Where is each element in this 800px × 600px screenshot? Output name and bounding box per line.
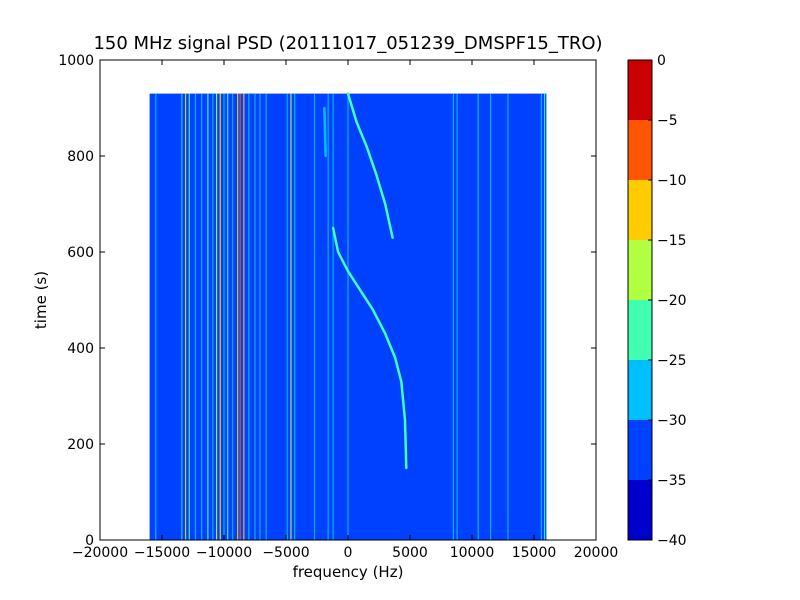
x-tick-label: −10000 <box>196 545 252 561</box>
spectral-line-16 <box>248 93 250 540</box>
x-tick-label: 5000 <box>392 545 428 561</box>
spectral-line-6 <box>207 93 209 540</box>
x-axis-label: frequency (Hz) <box>293 563 404 581</box>
spectral-line-28 <box>456 93 458 540</box>
y-tick-label: 800 <box>67 149 94 165</box>
spectral-line-33 <box>543 93 546 540</box>
spectral-line-17 <box>254 93 256 540</box>
colorbar-tick-label: 0 <box>657 53 666 69</box>
spectral-line-8 <box>215 93 218 540</box>
colorbar-tick-label: −40 <box>657 533 687 549</box>
colorbar-tick-label: −5 <box>657 113 678 129</box>
spectral-line-5 <box>201 93 203 540</box>
x-tick-label: 10000 <box>450 545 495 561</box>
colorbar-tick-label: −20 <box>657 293 687 309</box>
x-tick-label: 15000 <box>512 545 557 561</box>
spectral-line-9 <box>219 93 221 540</box>
spectral-line-15 <box>243 93 245 540</box>
colorbar-tick-label: −35 <box>657 473 687 489</box>
spectral-line-11 <box>227 93 229 540</box>
spectral-line-7 <box>212 93 214 540</box>
colorbar-level-3 <box>628 300 652 360</box>
x-tick-label: 0 <box>344 545 353 561</box>
spectral-line-4 <box>194 93 197 540</box>
colorbar-tick-label: −15 <box>657 233 687 249</box>
doppler-track-2 <box>323 106 327 158</box>
y-axis-label: time (s) <box>32 271 50 329</box>
spectral-line-25 <box>332 93 334 540</box>
spectral-line-18 <box>259 93 261 540</box>
y-tick-label: 600 <box>67 245 94 261</box>
spectral-line-27 <box>452 93 454 540</box>
spectral-line-13 <box>237 93 239 540</box>
spectral-line-22 <box>294 93 296 540</box>
colorbar-level-7 <box>628 60 652 120</box>
doppler-track-1 <box>346 92 394 239</box>
colorbar-tick-label: −25 <box>657 353 687 369</box>
spectral-line-20 <box>286 93 288 540</box>
spectral-line-32 <box>540 93 543 540</box>
spectral-line-31 <box>507 93 509 540</box>
spectral-line-3 <box>188 93 190 540</box>
colorbar-level-1 <box>628 420 652 480</box>
spectral-line-14 <box>239 93 241 540</box>
x-axis-ticks: −20000 −15000 −10000 −5000 0 5000 10000 15000 20… <box>72 60 618 561</box>
doppler-track-0 <box>331 226 408 470</box>
colorbar-tick-label: −30 <box>657 413 687 429</box>
colorbar: 0 −5 −10 −15 −20 −25 −30 −35 −40 <box>627 53 687 549</box>
colorbar-level-0 <box>628 480 652 540</box>
spectral-line-12 <box>232 93 234 540</box>
colorbar-level-5 <box>628 180 652 240</box>
y-tick-label: 1000 <box>58 53 94 69</box>
colorbar-level-6 <box>628 120 652 180</box>
spectral-line-10 <box>223 93 225 540</box>
spectral-line-30 <box>490 93 492 540</box>
spectral-line-23 <box>313 93 316 540</box>
colorbar-level-2 <box>628 360 652 420</box>
spectral-line-26 <box>347 93 349 540</box>
spectral-line-19 <box>265 93 267 540</box>
colorbar-tick-label: −10 <box>657 173 687 189</box>
spectral-line-0 <box>155 93 157 540</box>
x-tick-label: −20000 <box>72 545 128 561</box>
chart-title: 150 MHz signal PSD (20111017_051239_DMSP… <box>93 33 602 54</box>
y-tick-label: 0 <box>85 533 94 549</box>
y-tick-label: 200 <box>67 437 94 453</box>
spectral-line-24 <box>327 93 329 540</box>
spectral-line-21 <box>290 93 292 540</box>
colorbar-level-4 <box>628 240 652 300</box>
spectral-line-2 <box>184 93 187 540</box>
spectral-line-29 <box>477 93 479 540</box>
y-axis-ticks: 0 200 400 600 800 1000 <box>58 53 596 549</box>
psd-heatmap <box>149 92 547 540</box>
x-tick-label: −5000 <box>262 545 309 561</box>
x-tick-label: 20000 <box>574 545 619 561</box>
y-tick-label: 400 <box>67 341 94 357</box>
x-tick-label: −15000 <box>134 545 190 561</box>
spectral-line-1 <box>181 93 183 540</box>
